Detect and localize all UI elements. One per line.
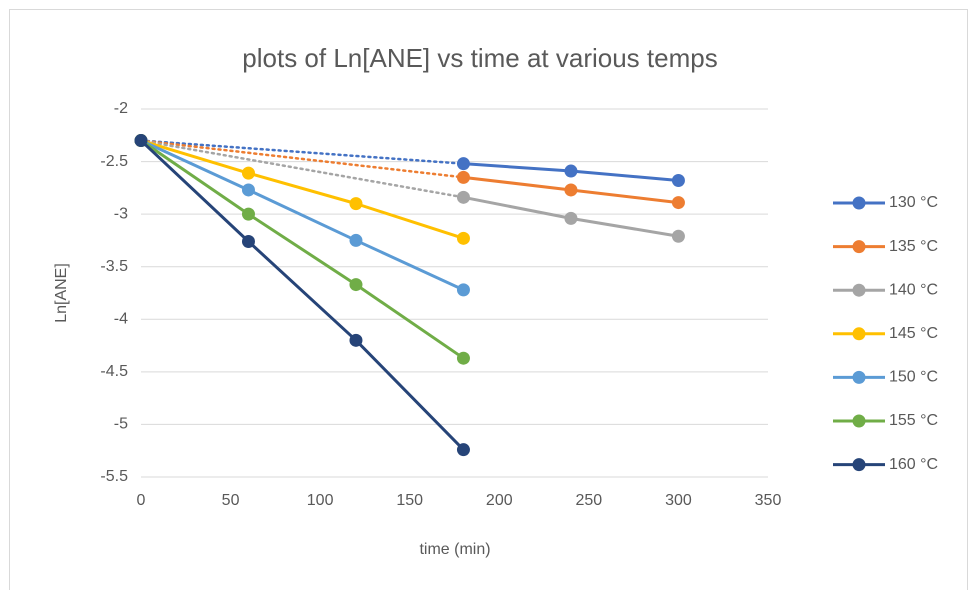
trendline-segment [139,139,465,179]
x-tick-label: 100 [307,492,334,509]
x-tick-label: 200 [486,492,513,509]
data-point [241,207,255,221]
data-point [456,351,470,365]
data-point [241,183,255,197]
legend-label: 130 °C [889,194,938,211]
x-axis-label: time (min) [419,541,490,558]
x-tick-label: 300 [665,492,692,509]
chart-title: plots of Ln[ANE] vs time at various temp… [242,43,717,73]
legend-label: 145 °C [889,325,938,342]
data-point [671,229,685,243]
data-point [456,170,470,184]
legend-label: 150 °C [889,369,938,386]
legend-marker [852,196,866,210]
x-tick-label: 250 [576,492,603,509]
x-tick-label: 50 [222,492,240,509]
data-point [134,134,148,148]
data-point [671,196,685,210]
trendline-segment [139,139,465,199]
data-point [349,278,363,292]
legend-label: 140 °C [889,281,938,298]
data-point [349,333,363,347]
y-tick-label: -5 [114,416,128,433]
data-point [456,231,470,245]
legend-label: 135 °C [889,238,938,255]
legend-marker [852,327,866,341]
legend-marker [852,283,866,297]
data-point [456,443,470,457]
x-tick-label: 150 [396,492,423,509]
data-point [564,211,578,225]
y-tick-label: -3.5 [100,258,128,275]
data-point [349,233,363,247]
chart-border [9,9,968,590]
x-tick-label: 350 [755,492,782,509]
y-axis-label: Ln[ANE] [53,263,70,323]
y-tick-label: -2.5 [100,153,128,170]
series-line [140,139,465,360]
y-tick-label: -4.5 [100,363,128,380]
series-line [140,139,464,240]
legend-label: 160 °C [889,456,938,473]
legend-marker [852,414,866,428]
data-point [456,190,470,204]
y-tick-label: -2 [114,100,128,117]
series-line [139,139,465,451]
data-point [349,197,363,211]
legend-label: 155 °C [889,412,938,429]
data-point [671,173,685,187]
y-tick-label: -5.5 [100,468,128,485]
legend-marker [852,370,866,384]
x-tick-label: 0 [137,492,146,509]
data-point [456,157,470,171]
data-point [241,166,255,180]
trendline-segment [139,139,465,165]
data-point [564,183,578,197]
legend-marker [852,458,866,472]
y-tick-label: -4 [114,311,128,328]
data-point [456,283,470,297]
data-point [241,234,255,248]
y-tick-label: -3 [114,205,128,222]
series-line [140,139,465,292]
legend-marker [852,240,866,254]
data-point [564,164,578,178]
